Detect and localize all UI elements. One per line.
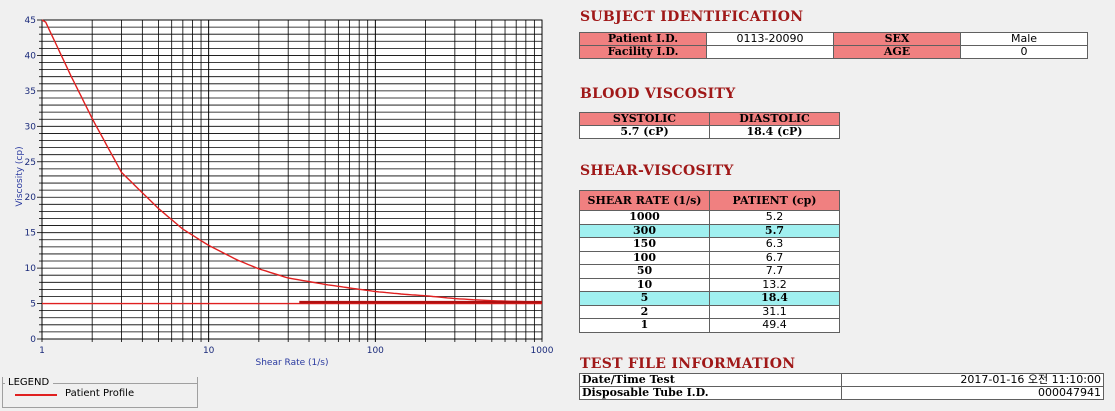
- shear-rate-cell: 1: [579, 318, 710, 333]
- patient-cp-header: PATIENT (cp): [709, 190, 840, 211]
- viscosity-cell: 7.7: [709, 264, 840, 279]
- legend-swatch: [15, 394, 57, 396]
- x-tick-label: 100: [367, 346, 384, 356]
- datetime-value: 2017-01-16 오전 11:10:00: [841, 373, 1104, 387]
- viscosity-cell: 13.2: [709, 277, 840, 292]
- y-tick-label: 20: [25, 193, 37, 203]
- shear-viscosity-title: SHEAR-VISCOSITY: [580, 163, 734, 179]
- shear-rate-cell: 5: [579, 291, 710, 306]
- legend-frame: [2, 383, 5, 384]
- table-row: 50 7.7: [579, 264, 840, 279]
- patient-id-label: Patient I.D.: [579, 32, 707, 46]
- x-tick-label: 1: [39, 346, 45, 356]
- blood-viscosity-title: BLOOD VISCOSITY: [580, 86, 736, 102]
- shear-rate-cell: 2: [579, 304, 710, 319]
- plot-area: [41, 19, 543, 340]
- legend-box: LEGEND Patient Profile: [2, 377, 198, 408]
- datetime-label: Date/Time Test: [579, 373, 842, 387]
- shear-rate-cell: 150: [579, 237, 710, 252]
- y-tick-label: 15: [25, 229, 36, 239]
- table-row: 100 6.7: [579, 250, 840, 265]
- x-axis-title: Shear Rate (1/s): [256, 358, 329, 368]
- viscosity-chart-panel: 0 5 10 15 20 25 30 35 40 45 1 10 100 1000 Shear Rate (…: [0, 0, 560, 378]
- subject-table: Patient I.D. 0113-20090 SEX Male Facilit…: [579, 32, 1088, 59]
- tube-id-label: Disposable Tube I.D.: [579, 386, 842, 400]
- report-panel: SUBJECT IDENTIFICATION Patient I.D. 0113…: [578, 0, 1115, 411]
- diastolic-label: DIASTOLIC: [709, 112, 840, 126]
- blood-viscosity-table: SYSTOLIC DIASTOLIC 5.7 (cP) 18.4 (cP): [579, 112, 840, 139]
- test-file-table: Date/Time Test 2017-01-16 오전 11:10:00 Di…: [579, 373, 1104, 400]
- x-tick-label: 1000: [531, 346, 554, 356]
- shear-rate-header: SHEAR RATE (1/s): [579, 190, 710, 211]
- legend-title: LEGEND: [7, 377, 51, 388]
- shear-rate-cell: 100: [579, 250, 710, 265]
- systolic-value: 5.7 (cP): [579, 125, 710, 139]
- shear-viscosity-table: SHEAR RATE (1/s) PATIENT (cp) 1000 5.2 3…: [579, 190, 840, 333]
- test-file-title: TEST FILE INFORMATION: [580, 356, 796, 372]
- viscosity-cell: 49.4: [709, 318, 840, 333]
- tube-id-value: 000047941: [841, 386, 1104, 400]
- y-tick-label: 25: [25, 158, 36, 168]
- viscosity-chart: 0 5 10 15 20 25 30 35 40 45 1 10 100 1000 Shear Rate (…: [15, 16, 554, 368]
- table-row: 1000 5.2: [579, 210, 840, 225]
- y-tick-label: 40: [25, 51, 37, 61]
- y-tick-label: 0: [30, 335, 36, 345]
- subject-section-title: SUBJECT IDENTIFICATION: [580, 9, 804, 25]
- table-row-highlighted: 5 18.4: [579, 291, 840, 306]
- legend-label: Patient Profile: [65, 388, 135, 399]
- diastolic-value: 18.4 (cP): [709, 125, 840, 139]
- systolic-label: SYSTOLIC: [579, 112, 710, 126]
- viscosity-cell: 31.1: [709, 304, 840, 319]
- viscosity-cell: 5.7: [709, 223, 840, 238]
- viscosity-cell: 6.7: [709, 250, 840, 265]
- y-tick-label: 5: [30, 300, 36, 310]
- x-tick-label: 10: [203, 346, 215, 356]
- age-label: AGE: [833, 45, 961, 59]
- shear-rate-cell: 10: [579, 277, 710, 292]
- viscosity-cell: 5.2: [709, 210, 840, 225]
- y-tick-label: 30: [25, 122, 37, 132]
- age-value: 0: [960, 45, 1088, 59]
- viscosity-cell: 18.4: [709, 291, 840, 306]
- table-row-highlighted: 300 5.7: [579, 223, 840, 238]
- y-axis-title: Viscosity (cp): [15, 146, 25, 206]
- shear-rate-cell: 50: [579, 264, 710, 279]
- table-row: 1 49.4: [579, 318, 840, 333]
- series-line: [41, 19, 543, 303]
- table-row: 150 6.3: [579, 237, 840, 252]
- patient-id-value: 0113-20090: [706, 32, 834, 46]
- facility-id-label: Facility I.D.: [579, 45, 707, 59]
- table-row: 2 31.1: [579, 304, 840, 319]
- y-tick-label: 35: [25, 87, 36, 97]
- sex-value: Male: [960, 32, 1088, 46]
- viscosity-cell: 6.3: [709, 237, 840, 252]
- shear-rate-cell: 300: [579, 223, 710, 238]
- table-row: 10 13.2: [579, 277, 840, 292]
- sex-label: SEX: [833, 32, 961, 46]
- facility-id-value: [706, 45, 834, 59]
- y-tick-label: 10: [25, 264, 37, 274]
- shear-rate-cell: 1000: [579, 210, 710, 225]
- legend-frame: [53, 383, 198, 384]
- y-tick-label: 45: [25, 16, 36, 26]
